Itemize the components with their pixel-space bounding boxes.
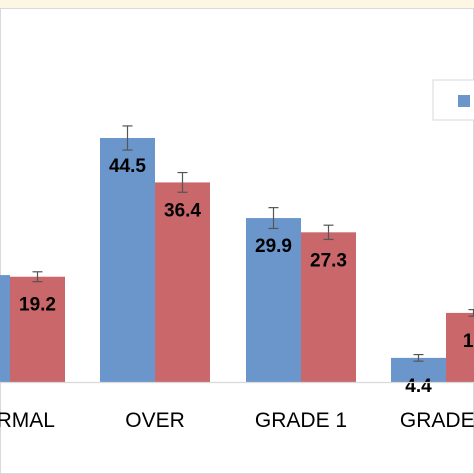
plot-area — [0, 8, 474, 474]
bar-over-s2 — [155, 182, 210, 382]
x-tick-label: NORMAL — [0, 409, 55, 432]
bar-over-s1 — [100, 138, 155, 382]
bar-normal-s2 — [10, 276, 65, 382]
data-label: 19.2 — [19, 295, 56, 316]
data-label: 36.4 — [164, 200, 201, 221]
legend-swatch-series-1 — [458, 95, 470, 107]
data-label: 27.3 — [310, 250, 347, 271]
bar-grade-1-s2 — [301, 232, 356, 382]
data-label: 4.4 — [405, 376, 432, 397]
bar-grade-2-s1 — [391, 357, 446, 382]
x-tick-label: GRADE 2 — [400, 409, 474, 432]
data-label: 29.9 — [255, 236, 292, 257]
bar-grade-1-s1 — [246, 218, 301, 382]
data-label: 44.5 — [109, 156, 146, 177]
x-tick-label: OVER — [125, 409, 185, 432]
bar-grade-2-s2 — [446, 312, 474, 382]
x-tick-label: GRADE 1 — [255, 409, 347, 432]
bar-normal-s1 — [0, 275, 10, 382]
data-label: 12 — [463, 331, 474, 352]
